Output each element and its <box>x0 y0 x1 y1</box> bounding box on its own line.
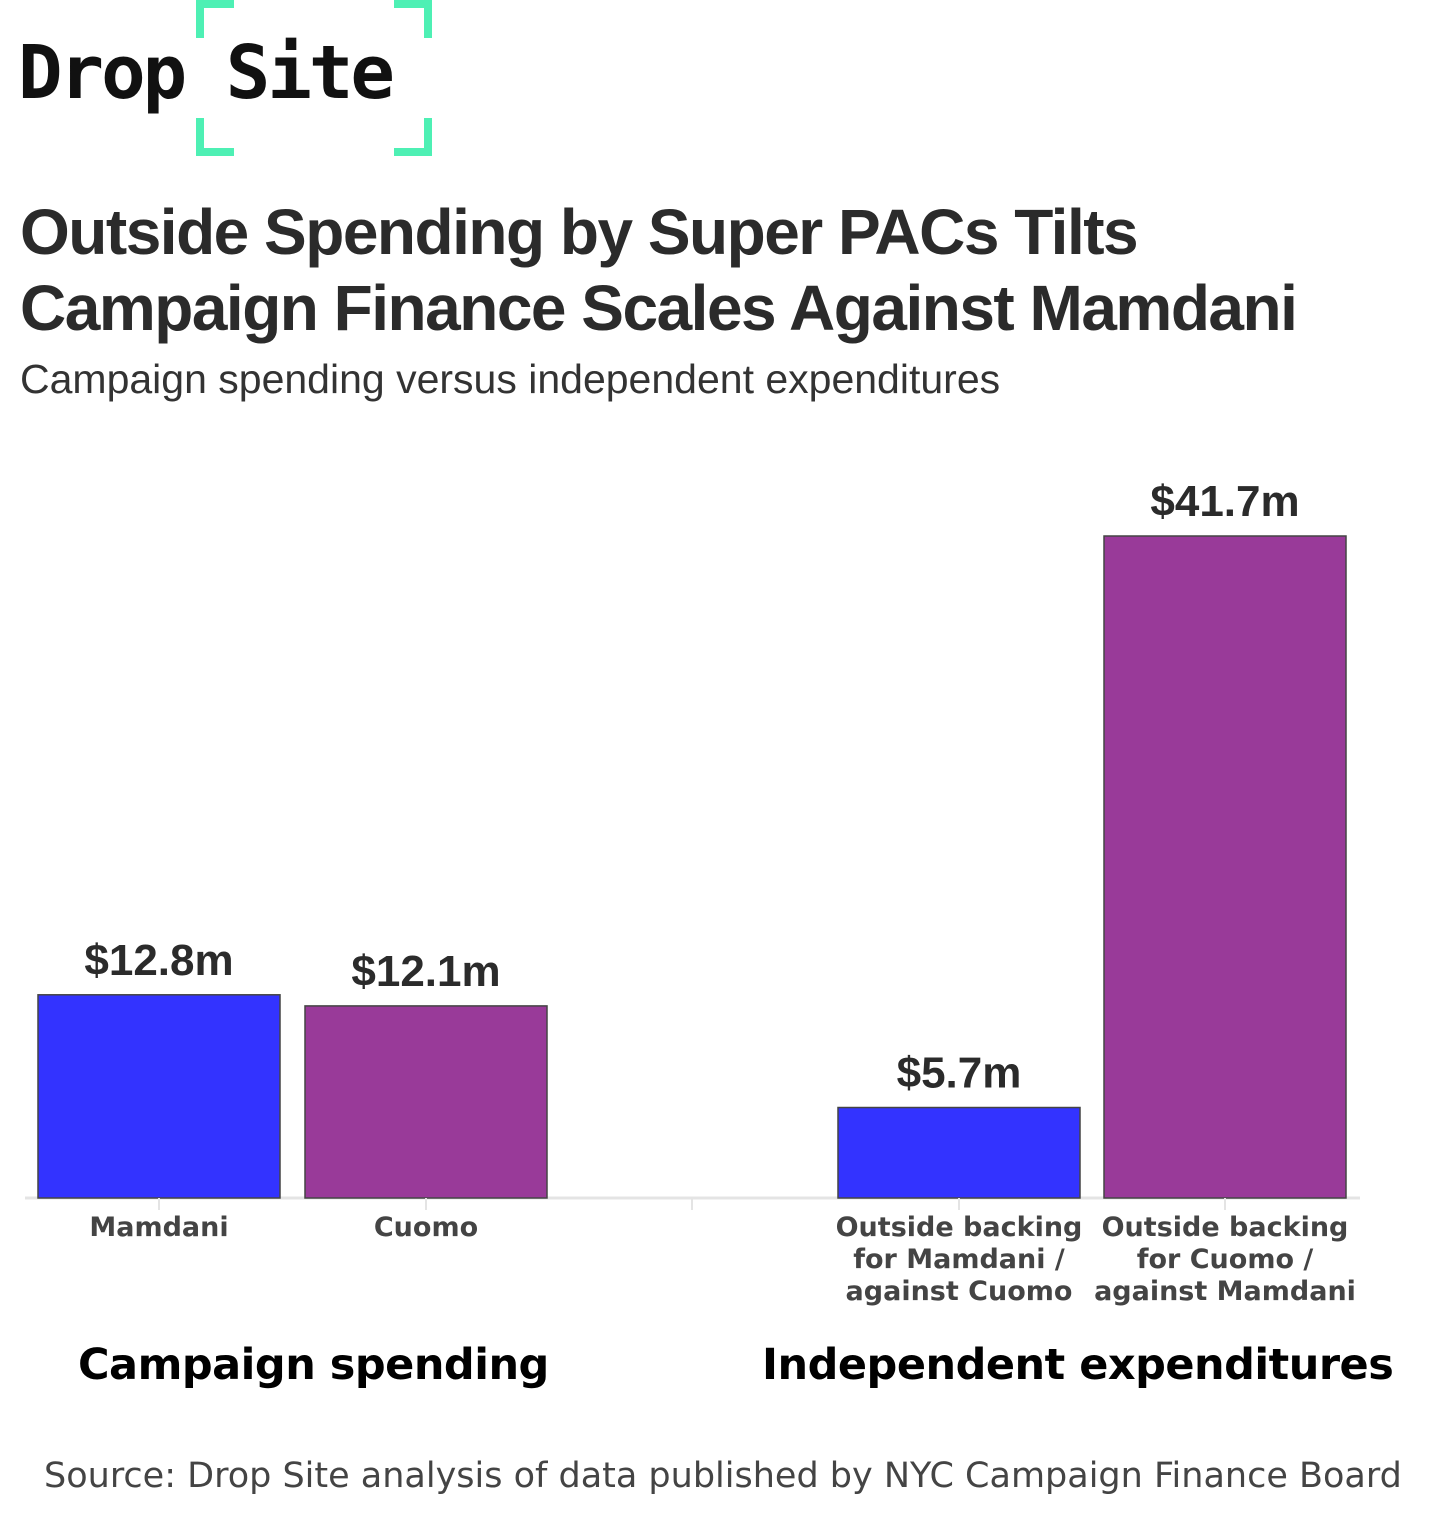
category-label-1-line-1: Mamdani <box>89 1212 228 1243</box>
logo-bracket-bottom-left <box>196 118 234 156</box>
category-label-2-line-1: Cuomo <box>374 1212 478 1243</box>
category-label-3-line-1: Outside backing <box>836 1212 1083 1243</box>
bar-3 <box>837 1106 1081 1199</box>
bar-4 <box>1103 535 1347 1199</box>
chart-title: Outside Spending by Super PACs Tilts Cam… <box>20 196 1298 344</box>
bar-chart: $12.8m Mamdani $12.1m Cuomo $5.7m Outside bac… <box>25 477 1360 1307</box>
bar-value-label-3: $5.7m <box>897 1049 1022 1098</box>
drop-site-logo: Drop Site <box>18 0 438 156</box>
logo-wordmark: Drop Site <box>18 30 395 116</box>
category-label-4-line-3: against Mamdani <box>1094 1276 1356 1307</box>
bar-value-label-2: $12.1m <box>351 947 500 996</box>
logo-bracket-top-left <box>196 0 234 38</box>
group-label-campaign-spending: Campaign spending <box>78 1340 549 1390</box>
category-label-4-line-2: for Cuomo / <box>1137 1244 1314 1275</box>
category-label-3-line-2: for Mamdani / <box>853 1244 1065 1275</box>
bar-value-label-1: $12.8m <box>84 936 233 985</box>
bar-1 <box>37 994 281 1199</box>
bar-2 <box>304 1005 548 1199</box>
bar-value-label-4: $41.7m <box>1150 477 1299 526</box>
category-label-3-line-3: against Cuomo <box>846 1276 1073 1307</box>
logo-bracket-top-right <box>394 0 432 38</box>
chart-subtitle: Campaign spending versus independent exp… <box>20 356 1001 402</box>
source-note: Source: Drop Site analysis of data publi… <box>44 1456 1402 1496</box>
group-label-independent-expenditures: Independent expenditures <box>762 1340 1394 1390</box>
logo-word-site: Site <box>225 30 395 116</box>
logo-word-drop: Drop <box>18 30 187 116</box>
category-label-4-line-1: Outside backing <box>1102 1212 1349 1243</box>
logo-bracket-bottom-right <box>394 118 432 156</box>
